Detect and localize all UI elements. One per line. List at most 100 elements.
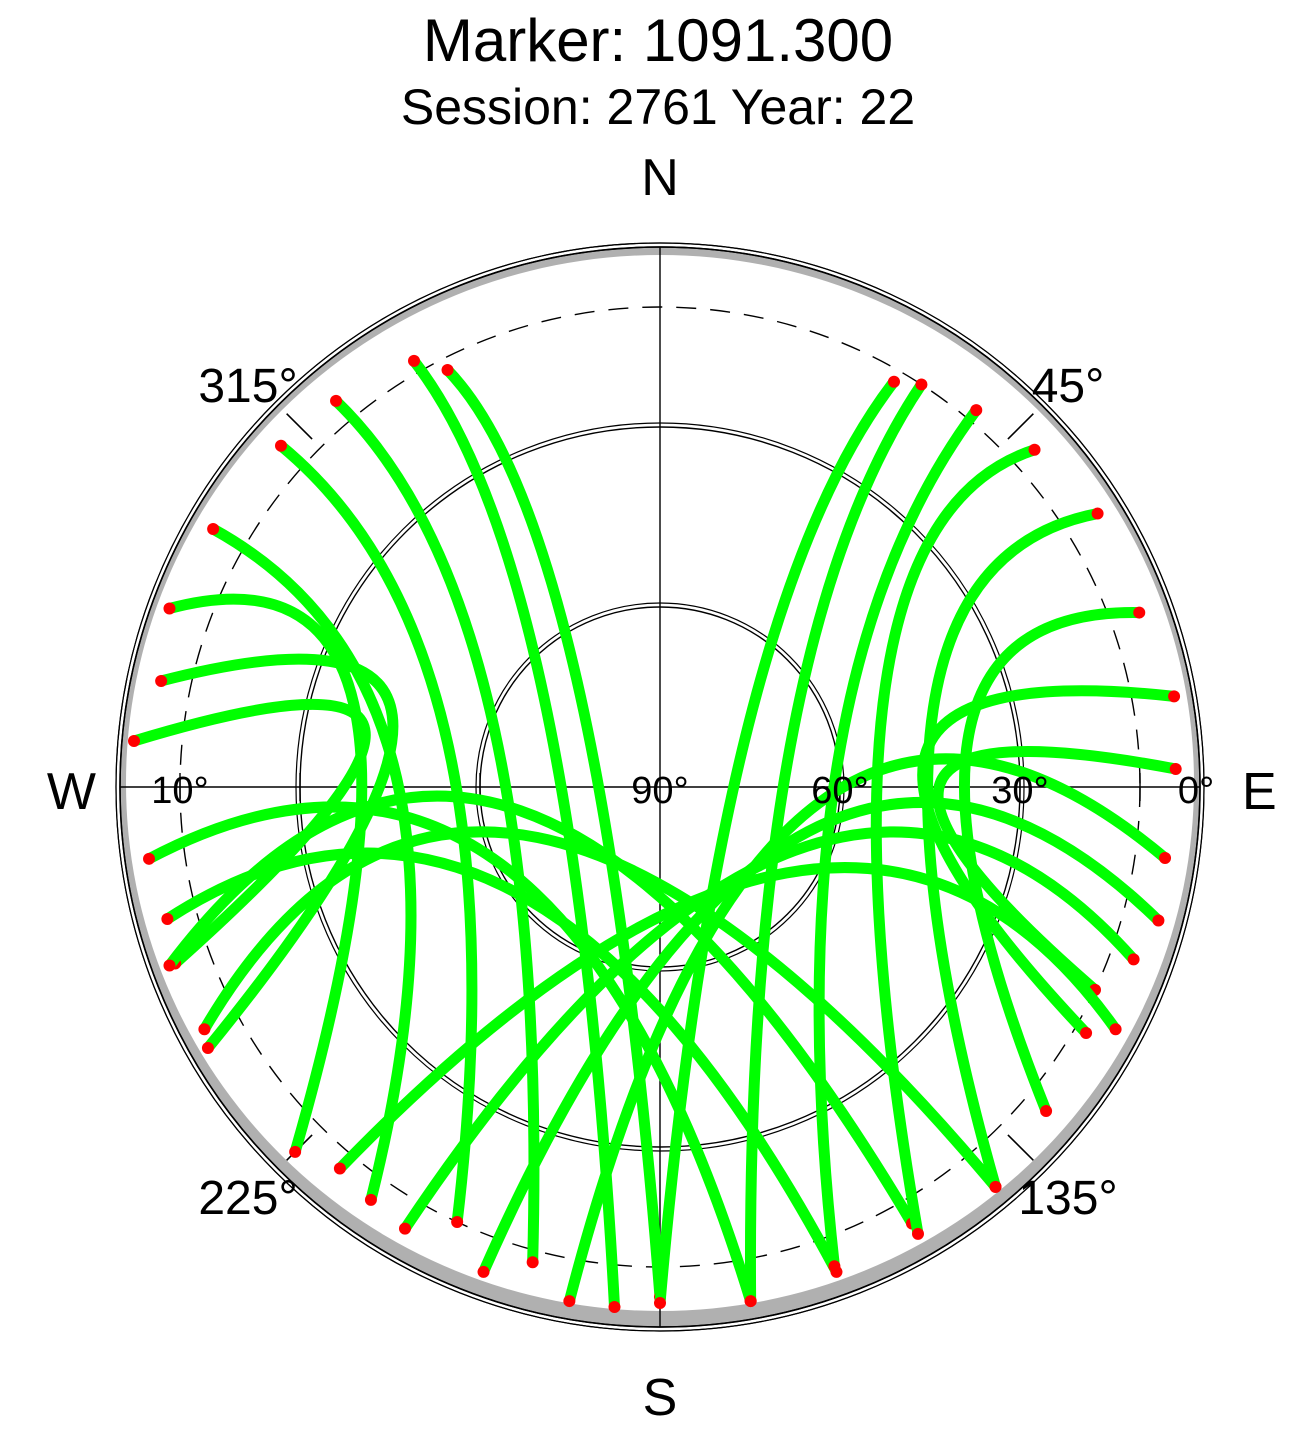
low-elevation-point	[408, 354, 420, 367]
low-elevation-point	[161, 912, 174, 925]
elevation-label: 30°	[991, 770, 1048, 812]
satellite-track	[654, 375, 900, 1309]
low-elevation-point	[1109, 1023, 1122, 1036]
track-line	[155, 653, 399, 1054]
satellite-track	[958, 606, 1146, 1117]
elevation-label: 10°	[151, 770, 208, 812]
chart-title: Marker: 1091.300	[422, 7, 894, 74]
low-elevation-point	[563, 1295, 576, 1308]
satellite-track	[813, 404, 983, 1273]
track-line	[399, 826, 1140, 1235]
satellite-track	[207, 523, 417, 1206]
satellite-track	[922, 507, 1104, 1193]
track-line	[654, 376, 900, 1309]
azimuth-label: 135°	[1018, 1172, 1117, 1225]
track-line	[563, 753, 1171, 1307]
azimuth-tick	[286, 413, 313, 440]
low-elevation-point	[912, 1227, 924, 1240]
azimuth-tick	[1007, 1134, 1034, 1161]
track-line	[870, 444, 1041, 1240]
azimuth-label: 45°	[1032, 360, 1105, 413]
low-elevation-point	[744, 1295, 757, 1308]
low-elevation-point	[333, 1162, 346, 1175]
low-elevation-point	[441, 364, 454, 377]
track-line	[408, 355, 621, 1313]
low-elevation-point	[1133, 606, 1146, 619]
low-elevation-point	[274, 439, 287, 452]
low-elevation-point	[163, 602, 176, 615]
low-elevation-point	[1152, 914, 1165, 927]
direction-label-north: N	[641, 149, 679, 207]
satellite-track	[477, 797, 1165, 1278]
low-elevation-point	[970, 404, 983, 417]
elevation-label: 0°	[1178, 770, 1214, 812]
satellite-track	[563, 753, 1172, 1308]
azimuth-label: 225°	[198, 1172, 297, 1225]
low-elevation-point	[155, 674, 168, 687]
elevation-label: 90°	[631, 770, 688, 812]
satellite-track	[333, 862, 1122, 1175]
direction-label-west: W	[47, 763, 96, 821]
low-elevation-point	[654, 1297, 666, 1309]
low-elevation-point	[1127, 953, 1140, 966]
track-line	[161, 847, 842, 1278]
track-line	[334, 862, 1122, 1174]
low-elevation-point	[477, 1265, 490, 1278]
low-elevation-point	[608, 1301, 621, 1314]
track-line	[744, 378, 927, 1307]
low-elevation-point	[888, 375, 900, 388]
low-elevation-point	[989, 1180, 1002, 1193]
track-line	[813, 404, 982, 1272]
track-line	[163, 593, 368, 1158]
low-elevation-point	[1040, 1104, 1053, 1117]
low-elevation-point	[1080, 1027, 1093, 1039]
satellite-track	[155, 653, 399, 1054]
low-elevation-point	[207, 523, 220, 535]
satellite-track	[744, 378, 928, 1308]
low-elevation-point	[198, 1023, 211, 1036]
track-line	[275, 440, 478, 1228]
track-line	[958, 607, 1145, 1117]
low-elevation-point	[828, 1260, 841, 1273]
horizon-circle	[119, 246, 1201, 1328]
track-line	[143, 801, 757, 1307]
satellite-track	[274, 439, 478, 1229]
satellite-track	[330, 394, 540, 1269]
low-elevation-point	[1159, 851, 1172, 864]
satellite-track	[399, 826, 1140, 1235]
low-elevation-point	[289, 1145, 302, 1158]
azimuth-tick	[1007, 413, 1034, 440]
satellite-track	[870, 443, 1041, 1240]
satellite-track	[932, 746, 1182, 996]
satellite-track	[163, 593, 368, 1158]
track-line	[330, 395, 540, 1268]
low-elevation-point	[143, 852, 156, 865]
direction-label-south: S	[643, 1369, 678, 1427]
track-line	[922, 508, 1104, 1193]
title-block: Marker: 1091.300 Session: 2761 Year: 22	[0, 0, 1316, 136]
elevation-label: 60°	[811, 770, 868, 812]
low-elevation-point	[399, 1222, 411, 1235]
direction-label-east: E	[1242, 763, 1277, 821]
satellite-track	[917, 685, 1181, 1039]
low-elevation-point	[201, 1042, 214, 1054]
chart-subtitle: Session: 2761 Year: 22	[400, 79, 916, 135]
low-elevation-point	[330, 394, 343, 407]
low-elevation-point	[1091, 507, 1104, 520]
low-elevation-point	[1028, 443, 1041, 456]
track-line	[917, 685, 1180, 1039]
satellite-tracks	[128, 354, 1182, 1314]
track-line	[207, 523, 417, 1206]
azimuth-label: 315°	[198, 360, 297, 413]
low-elevation-point	[128, 734, 141, 747]
low-elevation-point	[364, 1193, 377, 1206]
track-line	[478, 797, 1164, 1278]
low-elevation-point	[915, 378, 928, 391]
horizon-circle-outer	[115, 242, 1205, 1332]
low-elevation-point	[526, 1256, 539, 1269]
low-elevation-point	[1169, 762, 1182, 775]
track-line	[932, 746, 1182, 996]
low-elevation-point	[1168, 690, 1181, 703]
satellite-track	[408, 354, 621, 1314]
